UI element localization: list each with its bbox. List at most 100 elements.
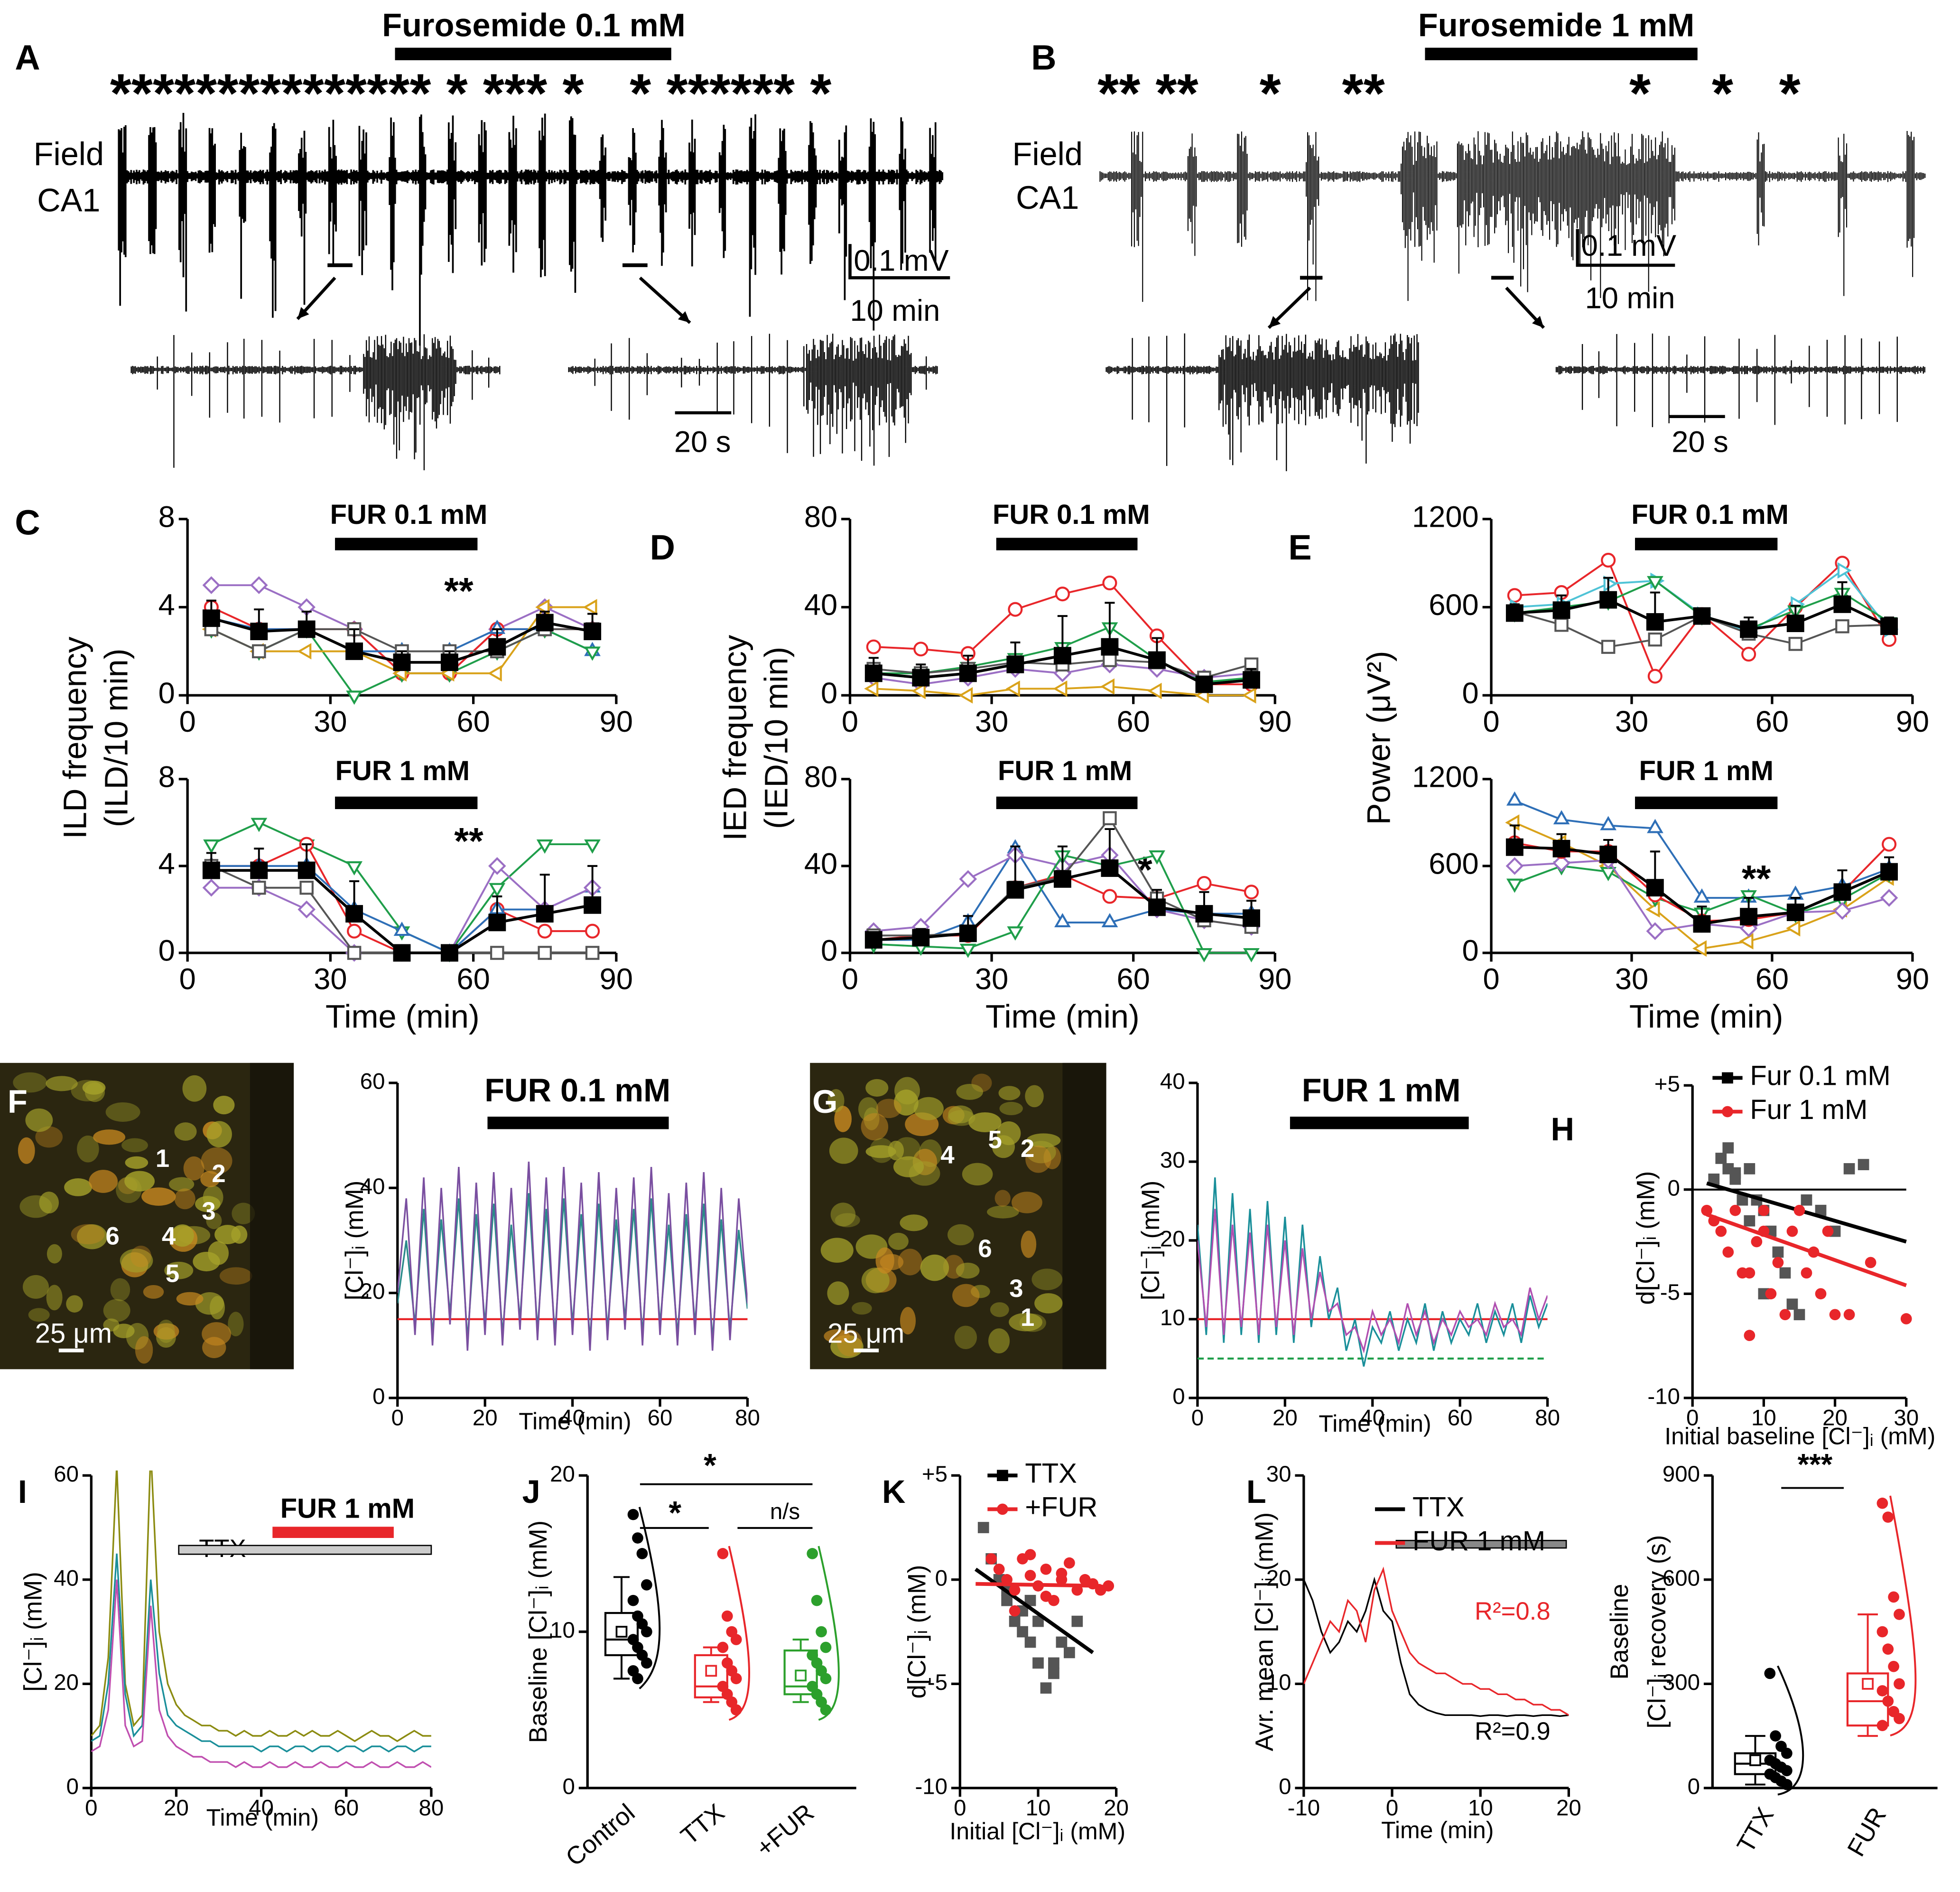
cell-blob xyxy=(103,1318,120,1332)
fit-line xyxy=(975,1582,1101,1588)
marker xyxy=(1646,879,1664,897)
annotation: FUR 0.1 mM xyxy=(993,500,1150,530)
marker xyxy=(1744,1163,1756,1174)
y-tick-label: 10 xyxy=(550,1618,575,1643)
marker xyxy=(1505,838,1523,856)
x-tick-label: 30 xyxy=(975,705,1008,738)
y-axis-label: d[Cl⁻]ᵢ (mM) xyxy=(1632,1171,1660,1305)
mean xyxy=(1749,1754,1761,1766)
y-tick-label: 20 xyxy=(1266,1566,1291,1591)
cell-blob xyxy=(1026,1141,1056,1164)
marker xyxy=(1788,637,1803,651)
marker xyxy=(1900,1313,1912,1324)
marker xyxy=(1553,810,1570,825)
cell-blob xyxy=(824,1329,850,1343)
marker xyxy=(440,653,458,671)
event-asterisks: *****‍********** * *** * * ****** * xyxy=(110,63,832,124)
marker xyxy=(1693,915,1711,933)
marker xyxy=(489,883,506,897)
marker xyxy=(1741,647,1756,662)
x-tick-label: 60 xyxy=(1117,963,1150,996)
panel-letter: K xyxy=(882,1473,905,1510)
x-tick-label: 40 xyxy=(1360,1405,1385,1430)
marker xyxy=(585,946,600,960)
cell-blob xyxy=(990,1302,1009,1317)
y-tick-label: 0 xyxy=(1279,1774,1291,1799)
x-tick-label: 90 xyxy=(600,705,633,738)
cell-blob xyxy=(920,1254,949,1281)
legend-label: Fur 1 mM xyxy=(1750,1095,1867,1125)
arrow-head xyxy=(1269,316,1281,328)
data-point xyxy=(730,1673,742,1685)
marker xyxy=(1646,613,1664,631)
cell-blob xyxy=(1019,1314,1046,1332)
cell-blob xyxy=(865,1079,889,1097)
cell-blob xyxy=(66,1295,83,1313)
cell-blob xyxy=(130,1246,152,1268)
cell-blob xyxy=(182,1075,207,1102)
marker xyxy=(1196,948,1213,963)
marker xyxy=(1007,926,1024,941)
marker xyxy=(1880,889,1898,907)
cell-blob xyxy=(105,1102,140,1122)
annotation: ** xyxy=(444,570,474,612)
marker xyxy=(1009,1615,1021,1627)
x-tick-label: 0 xyxy=(1191,1405,1204,1430)
cell-blob xyxy=(1034,1293,1063,1314)
marker xyxy=(1032,1657,1044,1669)
x-axis-label: Initial baseline [Cl⁻]ᵢ (mM) xyxy=(1664,1423,1935,1449)
marker xyxy=(1506,878,1523,893)
x-tick-label: 0 xyxy=(1686,1405,1699,1430)
y-tick-label: 40 xyxy=(804,848,837,881)
data-point xyxy=(632,1532,643,1544)
x-tick-label: 20 xyxy=(1556,1795,1581,1820)
y-tick-label: 40 xyxy=(804,588,837,622)
cell-blob xyxy=(164,1261,194,1279)
x-tick-label: 10 xyxy=(1468,1795,1493,1820)
cell-blob xyxy=(1025,1145,1051,1173)
marker xyxy=(252,880,266,895)
x-axis-label: Initial [Cl⁻]ᵢ (mM) xyxy=(949,1818,1125,1845)
marker xyxy=(1793,1309,1805,1321)
cell-blob xyxy=(876,1099,902,1118)
marker xyxy=(864,664,882,682)
marker xyxy=(1646,922,1664,941)
annotation: FUR 1 mM xyxy=(280,1493,415,1524)
cell-blob xyxy=(213,1096,235,1115)
application-bar xyxy=(487,1117,669,1129)
field-trace xyxy=(1099,131,1926,302)
marker xyxy=(202,609,220,627)
x-tick-label: 0 xyxy=(179,705,196,738)
x-axis-label: Time (min) xyxy=(325,998,480,1035)
marker xyxy=(1722,1072,1733,1084)
y-tick-label: 1200 xyxy=(1412,500,1479,533)
scale-label: 10 min xyxy=(1585,281,1675,315)
marker xyxy=(1599,591,1617,609)
marker xyxy=(1102,889,1117,904)
cell-blob xyxy=(176,1292,204,1306)
y-axis-label: Baseline [Cl⁻]ᵢ (mM) xyxy=(524,1520,552,1743)
marker xyxy=(1786,920,1801,937)
data-point xyxy=(627,1594,639,1606)
marker xyxy=(1647,576,1663,590)
marker xyxy=(250,861,268,879)
cell-blob xyxy=(875,1247,894,1274)
density-outline xyxy=(728,1546,750,1721)
x-tick-label: 80 xyxy=(735,1405,760,1430)
cell-blob xyxy=(1031,1268,1063,1290)
x-axis-label: Time (min) xyxy=(1319,1410,1431,1437)
application-bar xyxy=(996,796,1138,810)
cell-blob xyxy=(865,1145,896,1158)
marker xyxy=(488,913,506,932)
x-tick-label: 30 xyxy=(314,705,347,738)
marker xyxy=(1064,1647,1075,1659)
marker xyxy=(1101,913,1118,927)
cell-blob xyxy=(28,1308,50,1322)
data-point xyxy=(1882,1643,1894,1655)
marker xyxy=(1708,1173,1720,1185)
panel-letter: B xyxy=(1031,37,1056,77)
panel-letter: J xyxy=(522,1473,540,1510)
marker xyxy=(1244,885,1259,900)
inset-trace xyxy=(1105,333,1419,471)
marker xyxy=(393,944,411,962)
